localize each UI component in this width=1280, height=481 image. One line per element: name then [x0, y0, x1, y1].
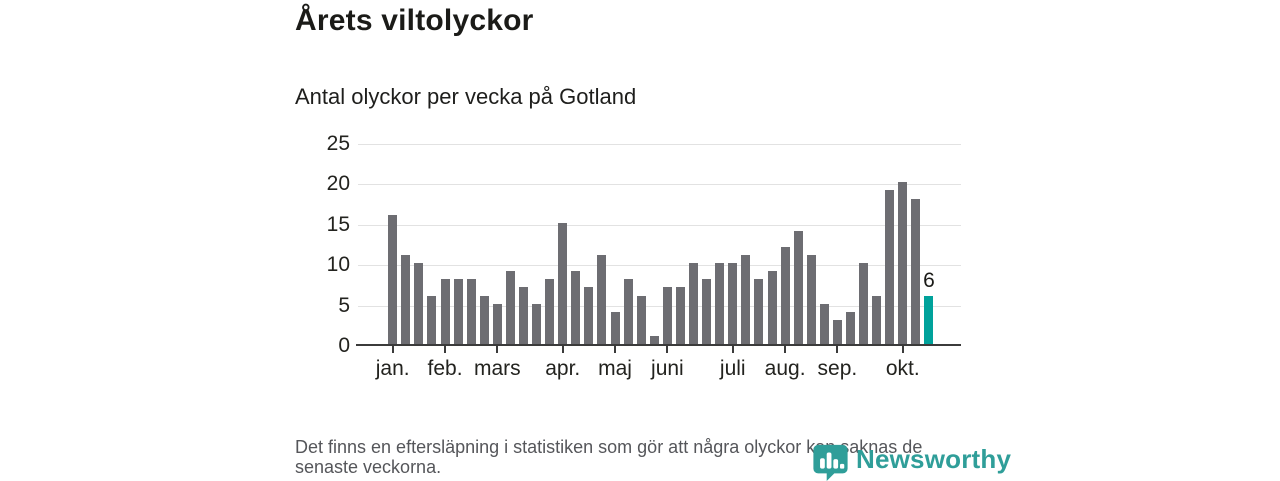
- gridline-5: [358, 305, 961, 307]
- footer-note: Det finns en eftersläpning i statistiken…: [295, 437, 995, 477]
- bar-week-7: [466, 279, 476, 344]
- bar-week-22: [662, 287, 672, 344]
- x-axis-line: [356, 344, 961, 346]
- bar-week-9: [492, 303, 502, 344]
- y-tick-label-25: 25: [326, 132, 350, 155]
- bar-week-16: [584, 287, 594, 344]
- x-tick-jan: [391, 346, 394, 353]
- newsworthy-logo: Newsworthy: [811, 442, 1011, 481]
- bar-week-1: [388, 214, 398, 344]
- bar-week-35: [832, 319, 842, 344]
- bar-week-28: [741, 255, 751, 344]
- gridline-25: [358, 144, 961, 145]
- bar-week-30: [767, 271, 777, 344]
- x-tick-mars: [496, 346, 499, 353]
- chart-subtitle: Antal olyckor per vecka på Gotland: [295, 84, 637, 109]
- bar-week-14: [558, 222, 568, 344]
- x-tick-juni: [666, 346, 669, 353]
- month-label-mars: mars: [473, 357, 521, 380]
- bar-week-4: [427, 295, 437, 344]
- bar-week-5: [440, 279, 450, 344]
- month-label-maj: maj: [598, 357, 632, 380]
- x-tick-juli: [731, 346, 734, 353]
- month-label-apr: apr.: [545, 357, 581, 380]
- bar-week-3: [414, 263, 424, 344]
- bar-week-20: [636, 295, 646, 344]
- month-label-juli: juli: [719, 357, 746, 380]
- newsworthy-logo-icon: [813, 444, 848, 481]
- month-label-sep: sep.: [817, 357, 858, 380]
- bar-week-33: [806, 255, 816, 344]
- x-tick-maj: [614, 346, 617, 353]
- bar-week-40: [898, 182, 908, 344]
- footer-note-line2: senaste veckorna.: [295, 456, 442, 477]
- x-tick-aug: [784, 346, 787, 353]
- newsworthy-logo-text: Newsworthy: [856, 444, 1012, 474]
- month-label-juni: juni: [651, 357, 684, 380]
- bar-week-32: [793, 230, 803, 344]
- month-label-feb: feb.: [427, 357, 463, 380]
- y-tick-label-0: 0: [338, 334, 350, 357]
- bar-week-15: [571, 271, 581, 344]
- bar-week-25: [702, 279, 712, 344]
- bar-week-23: [675, 287, 685, 344]
- bar-week-42: [924, 295, 934, 344]
- month-label-okt: okt.: [885, 357, 920, 380]
- plot-area: jan. feb. mars apr. maj juni juli aug. sep. okt. 6: [356, 144, 961, 380]
- month-label-jan: jan.: [375, 357, 410, 380]
- x-tick-sep: [836, 346, 839, 353]
- bar-week-27: [728, 263, 738, 344]
- bar-week-24: [689, 263, 699, 344]
- bar-week-36: [846, 311, 855, 344]
- y-axis-labels: 0 5 10 15 20 25: [300, 133, 350, 357]
- bar-week-6: [453, 279, 463, 344]
- bar-week-39: [885, 190, 895, 344]
- bar-week-18: [610, 311, 620, 344]
- bar-week-29: [754, 279, 764, 344]
- gridline-15: [358, 224, 961, 226]
- bar-week-10: [505, 271, 515, 344]
- bar-week-13: [545, 279, 555, 344]
- page-title: Årets viltolyckor: [295, 4, 534, 37]
- bar-week-11: [519, 287, 528, 344]
- gridline-10: [358, 265, 961, 267]
- x-tick-feb: [444, 346, 447, 353]
- last-value-label: 6: [923, 268, 935, 292]
- bar-week-8: [479, 295, 489, 344]
- bar-week-2: [401, 255, 411, 344]
- bar-week-31: [780, 247, 790, 344]
- bar-week-34: [819, 303, 829, 344]
- y-tick-label-10: 10: [326, 253, 350, 277]
- bar-week-26: [715, 263, 725, 344]
- bar-week-17: [597, 255, 607, 344]
- gridline-20: [358, 184, 961, 186]
- footer-note-line1: Det finns en eftersläpning i statistiken…: [295, 437, 923, 457]
- bar-week-19: [623, 279, 633, 344]
- month-label-aug: aug.: [764, 357, 806, 380]
- bar-week-41: [911, 198, 921, 344]
- y-tick-label-15: 15: [326, 212, 350, 236]
- x-tick-okt: [901, 346, 904, 353]
- y-tick-label-20: 20: [326, 172, 350, 196]
- bar-week-37: [859, 263, 869, 344]
- bar-week-21: [649, 335, 659, 344]
- bar-week-12: [532, 303, 542, 344]
- bar-week-38: [872, 295, 882, 344]
- x-tick-apr: [561, 346, 564, 353]
- y-tick-label-5: 5: [338, 293, 350, 317]
